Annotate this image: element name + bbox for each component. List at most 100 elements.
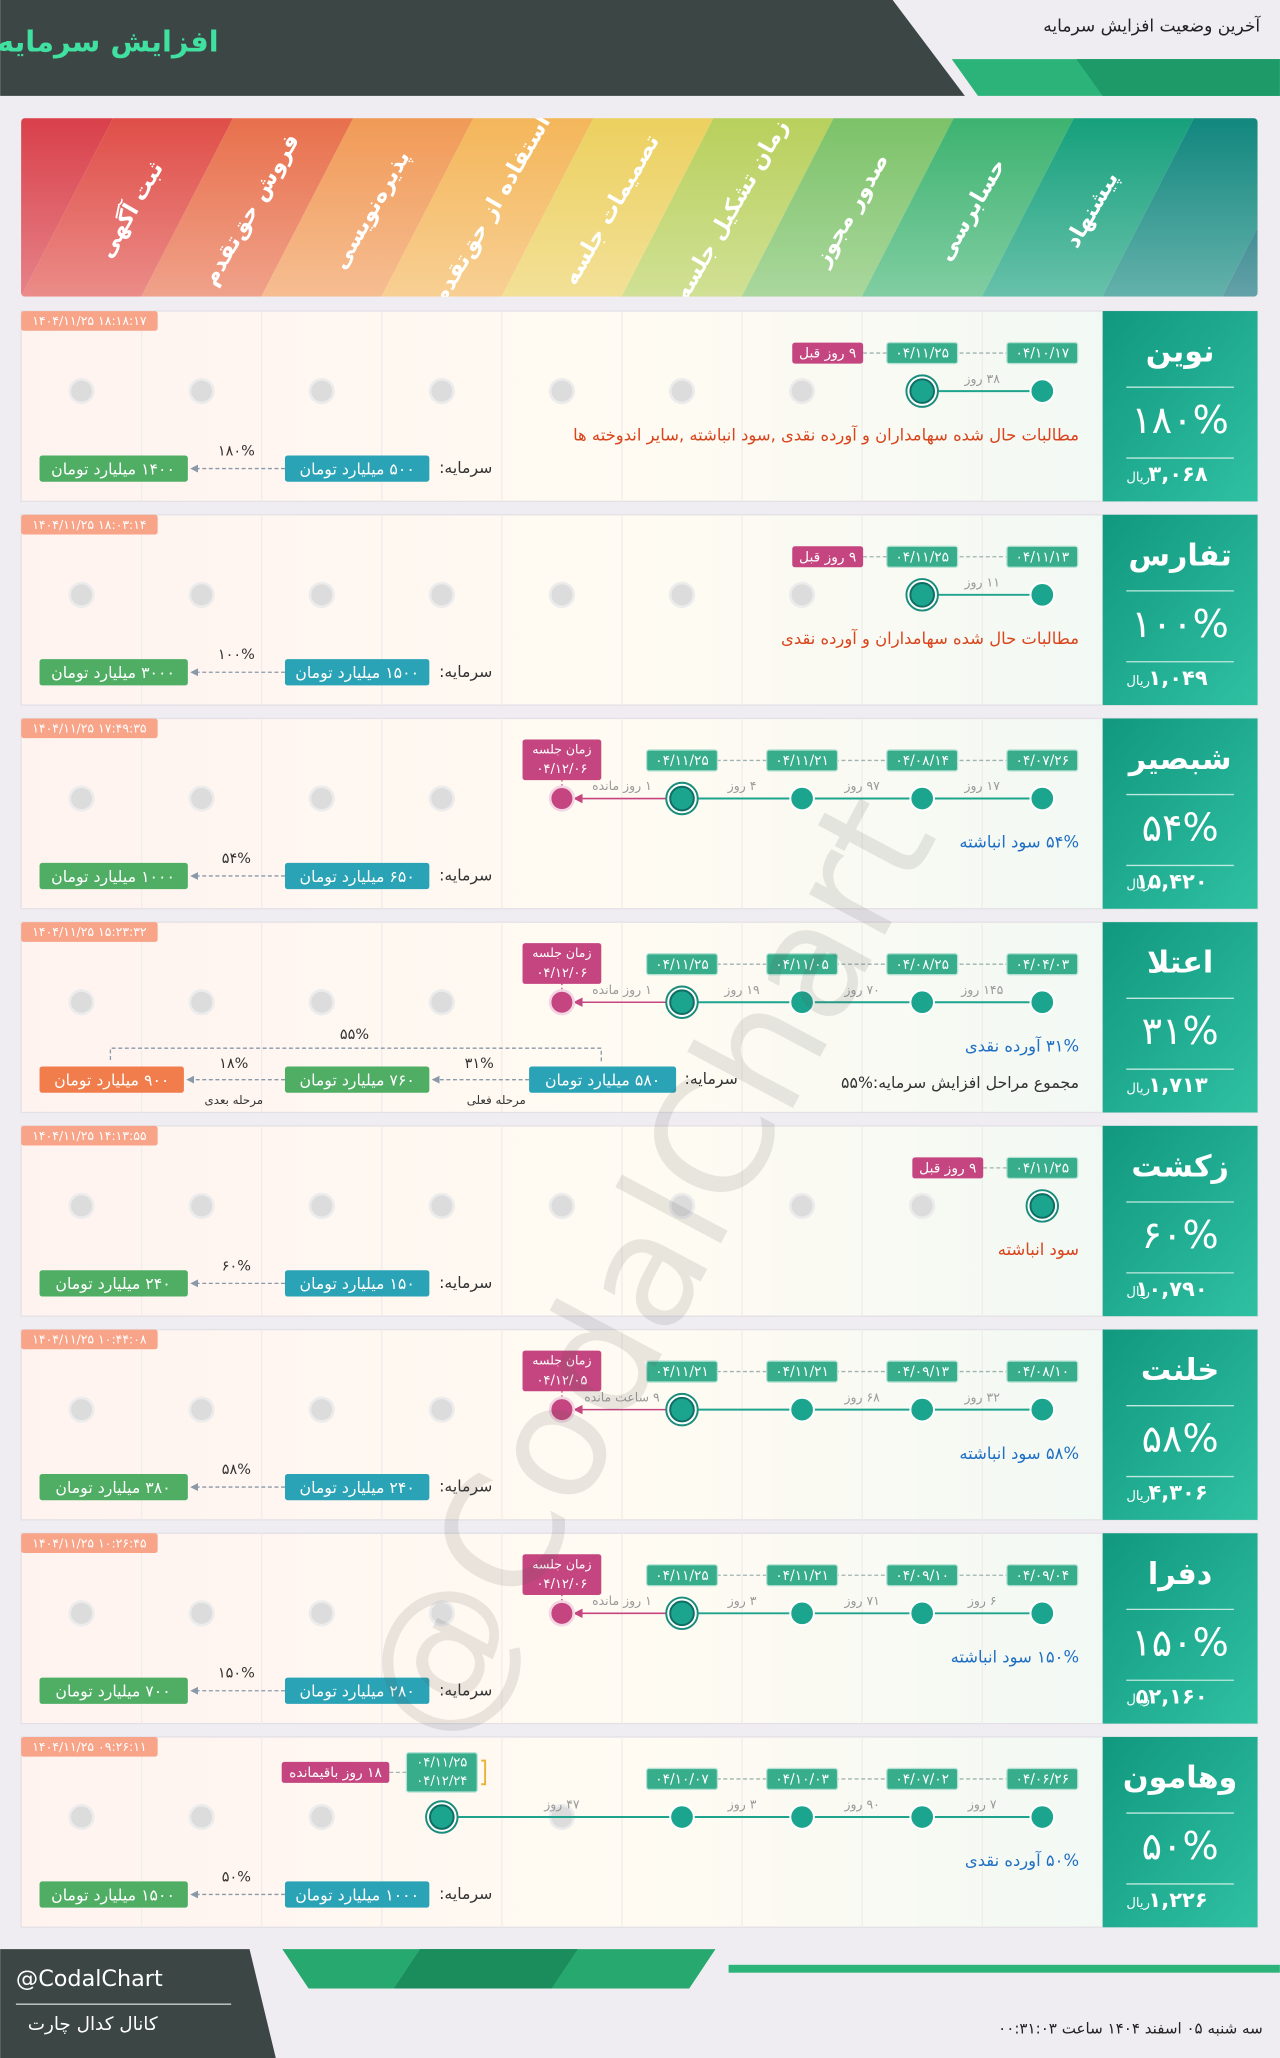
header-bar	[0, 0, 965, 96]
stage-dot	[68, 1600, 95, 1627]
stage-dot	[68, 1803, 95, 1831]
stage-dot	[68, 989, 95, 1016]
price: ۱۰,۷۹۰	[1136, 1277, 1208, 1301]
tag-box	[281, 1761, 390, 1783]
stage-dot	[788, 581, 816, 608]
date: ۰۴/۱۰/۱۷	[1015, 346, 1069, 362]
stage-dot	[668, 581, 696, 608]
meeting-label: زمان جلسه	[532, 945, 591, 961]
step-dot	[789, 1396, 815, 1423]
stage-dot	[548, 581, 576, 608]
stage-dot	[188, 785, 215, 812]
stage-dot	[428, 785, 455, 812]
stage-dot	[788, 378, 816, 405]
capital-current-text: ۱۰۰۰ میلیارد تومان	[295, 1885, 419, 1905]
gap-label: ۷۱ روز	[843, 1593, 879, 1609]
date-box	[645, 1360, 719, 1383]
date: ۰۴/۱۱/۲۱	[775, 1568, 829, 1584]
stage-dot	[68, 785, 95, 812]
meeting-date: ۰۴/۱۲/۰۶	[536, 1577, 587, 1592]
price-unit: ریال	[1126, 1896, 1150, 1911]
date: ۰۴/۰۹/۱۰	[895, 1568, 949, 1584]
meeting-box	[522, 739, 602, 781]
name-panel	[1102, 514, 1258, 706]
date-box	[886, 953, 959, 976]
stage-dot	[548, 378, 576, 405]
step-dot	[909, 1804, 935, 1830]
capital-pct: ۵۸%	[222, 1462, 251, 1478]
stage-dot	[188, 1803, 215, 1831]
step-dot	[789, 1600, 815, 1627]
company-name: وهامون	[1123, 1760, 1237, 1795]
meeting-date: ۰۴/۱۲/۰۶	[536, 966, 587, 981]
timestamp-box	[21, 922, 158, 942]
date: ۰۴/۱۱/۲۵	[655, 957, 709, 973]
capital-label: سرمایه:	[439, 458, 492, 478]
capital-target	[39, 862, 188, 890]
stage-dot	[308, 581, 335, 608]
timestamp-box	[21, 311, 158, 331]
current-dot	[429, 1804, 455, 1830]
capital-target-text: ۱۵۰۰ میلیارد تومان	[51, 1885, 175, 1905]
date: ۰۴/۰۹/۱۳	[895, 1364, 949, 1380]
timestamp: ۱۴۰۴/۱۱/۲۵ ۱۰:۴۴:۰۸	[32, 1332, 147, 1347]
date-box	[766, 749, 839, 772]
gap-label: ۹۷ روز	[843, 778, 880, 794]
card-bg	[20, 717, 1259, 910]
price: ۵۲,۱۶۰	[1136, 1684, 1208, 1708]
stage-dot	[188, 1192, 215, 1220]
date-box	[886, 1767, 959, 1791]
price-unit: ریال	[1126, 674, 1150, 689]
description: ۵۰% آورده نقدی	[965, 1851, 1079, 1871]
header-stripe	[1076, 59, 1280, 96]
timestamp-box	[21, 1736, 158, 1757]
capital-pct: ۵۰%	[222, 1869, 251, 1885]
footer-channel: کانال کدال چارت	[28, 2014, 158, 2035]
capital-label: سرمایه:	[685, 1069, 738, 1089]
meeting-dot	[548, 1396, 576, 1423]
remaining-label: ۱ روز مانده	[592, 778, 652, 794]
meeting-box	[522, 943, 602, 984]
current-dot	[669, 989, 695, 1016]
gap-label: ۳۲ روز	[964, 1389, 1001, 1405]
rights-date: ۰۴/۱۲/۲۴	[416, 1774, 467, 1789]
tag-box	[912, 1157, 984, 1179]
current-dot	[909, 582, 935, 608]
company-percent: ۱۰۰%	[1131, 602, 1228, 646]
capital-current-text: ۶۵۰ میلیارد تومان	[300, 867, 415, 887]
capital-label: سرمایه:	[439, 1884, 492, 1904]
capital-target	[39, 659, 188, 686]
gap-label: ۷۰ روز	[843, 982, 879, 998]
stage-dot	[188, 1396, 215, 1423]
step-dot	[909, 989, 935, 1016]
step-dot	[789, 989, 815, 1016]
company-name: خلنت	[1141, 1353, 1219, 1388]
gap-label: ۴ روز	[727, 778, 757, 794]
step-dot	[1029, 582, 1056, 608]
tag: ۱۸ روز باقیمانده	[289, 1765, 382, 1781]
price: ۳,۰۶۸	[1148, 462, 1207, 486]
date: ۰۴/۰۷/۲۶	[1015, 753, 1069, 769]
description: ۵۴% سود انباشته	[959, 833, 1079, 853]
stage-dot	[909, 1192, 936, 1220]
meeting-dot	[548, 1600, 576, 1627]
capital-pct: ۱۸۰%	[218, 444, 255, 460]
capital-current-text: ۲۴۰ میلیارد تومان	[300, 1478, 415, 1498]
next-label: مرحله بعدی	[205, 1093, 264, 1108]
date: ۰۴/۱۱/۰۵	[775, 957, 829, 973]
gap-label: ۱۷ روز	[964, 778, 1001, 794]
current-dot	[669, 785, 695, 812]
price: ۱,۰۴۹	[1148, 666, 1207, 690]
step-dot	[789, 785, 815, 812]
stage-dot	[428, 1600, 455, 1627]
date: ۰۴/۰۶/۲۶	[1015, 1772, 1069, 1788]
capital-target-text: ۱۴۰۰ میلیارد تومان	[51, 459, 175, 479]
step-dot	[909, 785, 935, 812]
capital-target	[39, 1677, 188, 1704]
price: ۴,۳۰۶	[1148, 1481, 1207, 1505]
gap-label: ۹۰ روز	[843, 1797, 879, 1813]
name-panel	[1102, 1736, 1258, 1928]
remaining-label: ۱ روز مانده	[592, 982, 652, 998]
